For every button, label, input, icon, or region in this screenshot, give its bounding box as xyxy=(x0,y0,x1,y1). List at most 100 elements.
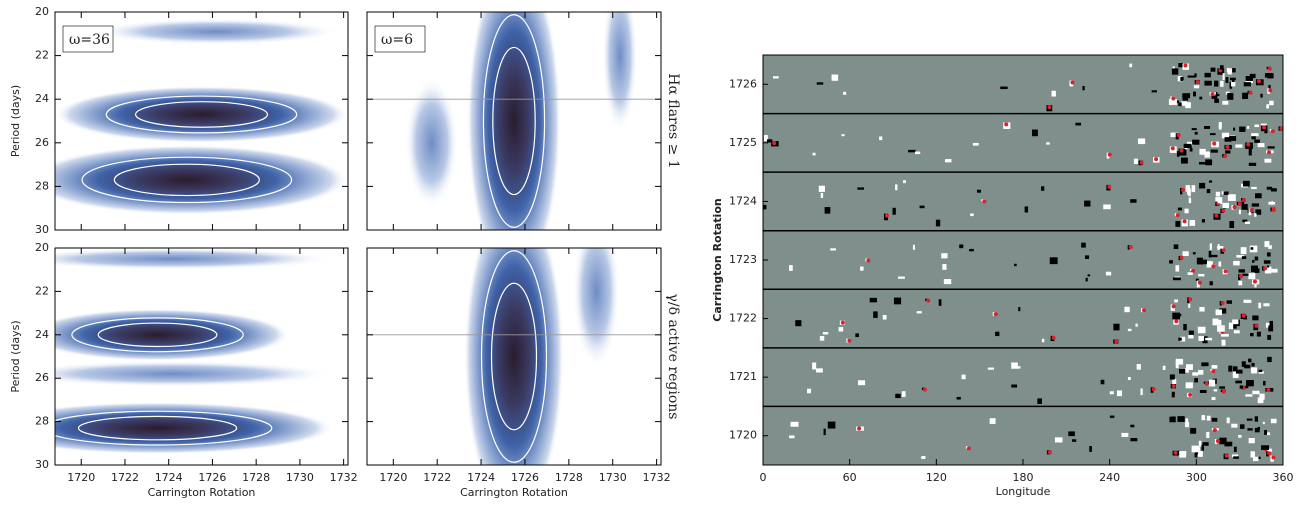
spot xyxy=(1186,141,1194,146)
spot xyxy=(1246,380,1254,387)
spot xyxy=(1121,432,1129,437)
spot xyxy=(1109,415,1115,418)
flare xyxy=(1175,213,1180,218)
spot xyxy=(1205,159,1213,166)
flare xyxy=(1241,313,1246,318)
spot xyxy=(1206,261,1213,268)
flare xyxy=(1004,122,1009,127)
spot xyxy=(1258,371,1264,374)
flare xyxy=(1154,157,1159,162)
spot xyxy=(1180,336,1186,342)
y-tick-label: 30 xyxy=(35,223,49,236)
spot xyxy=(1175,361,1179,369)
spot xyxy=(1175,265,1180,272)
flare xyxy=(1242,198,1247,203)
spot xyxy=(1221,191,1226,195)
spot xyxy=(1227,68,1232,75)
flare xyxy=(982,199,987,204)
flare xyxy=(1271,455,1276,460)
spot xyxy=(1185,185,1191,192)
spot xyxy=(1252,260,1255,263)
spot xyxy=(1219,386,1225,389)
spots xyxy=(763,63,1283,462)
spot xyxy=(1129,63,1133,68)
spot xyxy=(1199,307,1205,312)
spot xyxy=(921,456,926,459)
spot xyxy=(1217,197,1221,204)
spot xyxy=(827,421,836,429)
x-tick-label: 1732 xyxy=(330,471,358,484)
flare xyxy=(1188,392,1193,397)
x-tick-label: 180 xyxy=(1013,471,1034,484)
contour-fill xyxy=(55,308,290,361)
contour-fill xyxy=(572,248,620,368)
spot xyxy=(1208,251,1212,258)
y-tick-label: 28 xyxy=(35,179,49,192)
y-axis-label: Period (days) xyxy=(9,85,22,157)
spot xyxy=(1232,79,1235,83)
spot xyxy=(1226,417,1230,424)
spot xyxy=(1225,77,1229,83)
spot xyxy=(1205,337,1213,341)
spot xyxy=(1198,162,1206,165)
spot xyxy=(873,311,878,318)
spot xyxy=(1257,143,1265,148)
flare xyxy=(1204,381,1209,386)
contour-fill xyxy=(466,12,562,230)
flare xyxy=(1047,450,1052,455)
spot xyxy=(1239,126,1246,132)
spot xyxy=(1229,81,1233,89)
spot xyxy=(1041,186,1045,191)
contour-fill xyxy=(55,402,334,455)
spot xyxy=(1263,380,1266,386)
spot xyxy=(879,136,883,141)
spot xyxy=(1208,180,1213,183)
spot xyxy=(1235,369,1243,374)
flare xyxy=(1267,66,1272,71)
annotation: ω=6 xyxy=(381,32,413,48)
flare xyxy=(1221,208,1226,213)
spot xyxy=(1188,334,1194,339)
spot xyxy=(1016,366,1021,369)
spot xyxy=(812,152,816,156)
spot xyxy=(1181,157,1188,164)
spot xyxy=(1201,362,1209,367)
spot xyxy=(945,159,952,163)
y-tick-label: 20 xyxy=(35,5,49,18)
spot xyxy=(841,134,845,137)
spot xyxy=(943,279,952,285)
spot xyxy=(1133,158,1139,164)
spot xyxy=(1046,142,1050,145)
spot xyxy=(1232,454,1239,458)
spot xyxy=(901,391,906,397)
annotation: ω=36 xyxy=(69,32,110,48)
spot xyxy=(1248,273,1256,280)
spot xyxy=(1238,280,1243,286)
spot xyxy=(1184,208,1189,214)
spot xyxy=(1219,437,1227,445)
spot xyxy=(893,297,902,305)
x-tick-label: 0 xyxy=(760,471,767,484)
spot xyxy=(858,380,866,386)
spot xyxy=(822,331,829,335)
spot xyxy=(1263,260,1271,264)
spot xyxy=(1266,186,1273,190)
spot xyxy=(1254,213,1257,217)
spot xyxy=(1245,394,1253,397)
spot xyxy=(1162,365,1166,370)
spot xyxy=(1175,358,1184,365)
spot xyxy=(1232,371,1239,379)
spot xyxy=(902,180,906,184)
spot xyxy=(1193,91,1196,97)
flare xyxy=(966,446,971,451)
flare xyxy=(1256,79,1261,84)
spot xyxy=(1127,328,1132,332)
spot xyxy=(1248,437,1255,444)
flare xyxy=(1252,279,1257,284)
spot xyxy=(1032,129,1038,137)
spot xyxy=(1054,437,1063,443)
spot xyxy=(1245,221,1250,224)
spot xyxy=(1068,431,1075,437)
spot xyxy=(1218,261,1222,267)
spot xyxy=(869,297,878,303)
